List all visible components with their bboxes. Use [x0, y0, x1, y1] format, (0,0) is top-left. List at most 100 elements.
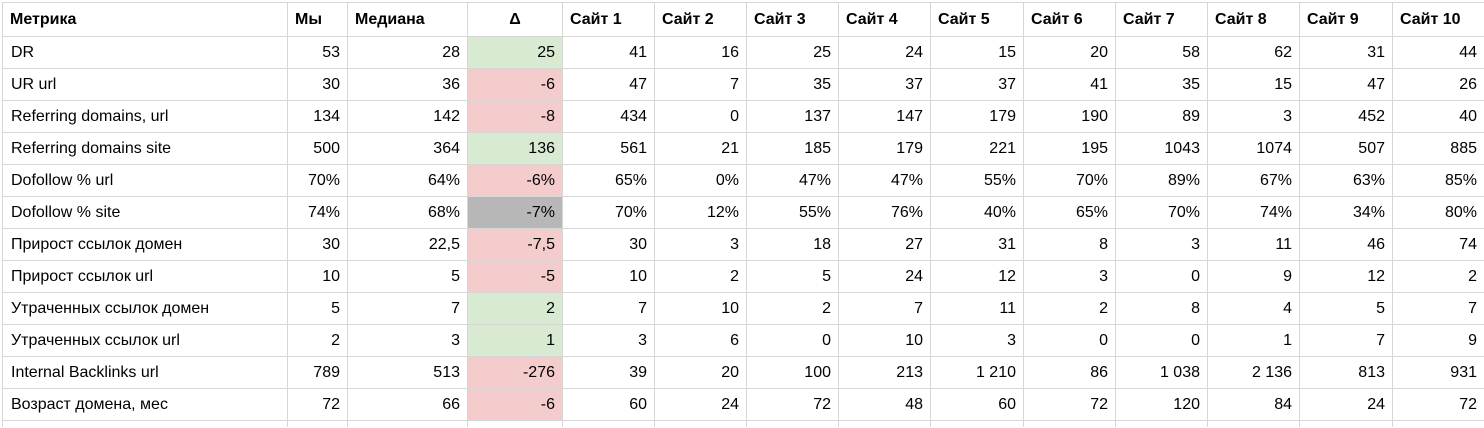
- partial-empty-cell[interactable]: [654, 420, 747, 427]
- we-value-cell[interactable]: 74%: [287, 196, 348, 229]
- site-value-cell[interactable]: 31: [930, 228, 1024, 261]
- column-header-metric[interactable]: Метрика: [2, 2, 288, 37]
- site-value-cell[interactable]: 60: [930, 388, 1024, 421]
- median-value-cell[interactable]: 22,5: [347, 228, 468, 261]
- site-value-cell[interactable]: 70%: [1115, 196, 1208, 229]
- site-value-cell[interactable]: 11: [1207, 228, 1300, 261]
- delta-value-cell[interactable]: -7%: [467, 196, 563, 229]
- site-value-cell[interactable]: 40%: [930, 196, 1024, 229]
- site-value-cell[interactable]: 84: [1207, 388, 1300, 421]
- site-value-cell[interactable]: 47%: [838, 164, 931, 197]
- site-value-cell[interactable]: 20: [1023, 36, 1116, 69]
- site-value-cell[interactable]: 31: [1299, 36, 1393, 69]
- site-value-cell[interactable]: 55%: [930, 164, 1024, 197]
- site-value-cell[interactable]: 7: [654, 68, 747, 101]
- metric-name-cell[interactable]: Referring domains, url: [2, 100, 288, 133]
- site-value-cell[interactable]: 137: [746, 100, 839, 133]
- partial-empty-cell[interactable]: [287, 420, 348, 427]
- site-value-cell[interactable]: 561: [562, 132, 655, 165]
- site-value-cell[interactable]: 885: [1392, 132, 1484, 165]
- site-value-cell[interactable]: 65%: [562, 164, 655, 197]
- column-header-site-2[interactable]: Сайт 2: [654, 2, 747, 37]
- we-value-cell[interactable]: 72: [287, 388, 348, 421]
- site-value-cell[interactable]: 2 136: [1207, 356, 1300, 389]
- site-value-cell[interactable]: 27: [838, 228, 931, 261]
- metric-name-cell[interactable]: Утраченных ссылок домен: [2, 292, 288, 325]
- column-header-site-1[interactable]: Сайт 1: [562, 2, 655, 37]
- site-value-cell[interactable]: 1074: [1207, 132, 1300, 165]
- site-value-cell[interactable]: 67%: [1207, 164, 1300, 197]
- metric-name-cell[interactable]: UR url: [2, 68, 288, 101]
- column-header-site-10[interactable]: Сайт 10: [1392, 2, 1484, 37]
- site-value-cell[interactable]: 0: [1115, 324, 1208, 357]
- partial-empty-cell[interactable]: [746, 420, 839, 427]
- delta-value-cell[interactable]: -6: [467, 68, 563, 101]
- median-value-cell[interactable]: 3: [347, 324, 468, 357]
- column-header-delta[interactable]: Δ: [467, 2, 563, 37]
- median-value-cell[interactable]: 513: [347, 356, 468, 389]
- site-value-cell[interactable]: 63%: [1299, 164, 1393, 197]
- partial-empty-cell[interactable]: [467, 420, 563, 427]
- site-value-cell[interactable]: 7: [562, 292, 655, 325]
- site-value-cell[interactable]: 47%: [746, 164, 839, 197]
- metric-name-cell[interactable]: Возраст домена, мес: [2, 388, 288, 421]
- site-value-cell[interactable]: 452: [1299, 100, 1393, 133]
- delta-value-cell[interactable]: -8: [467, 100, 563, 133]
- median-value-cell[interactable]: 142: [347, 100, 468, 133]
- metric-name-cell[interactable]: Прирост ссылок url: [2, 260, 288, 293]
- site-value-cell[interactable]: 147: [838, 100, 931, 133]
- site-value-cell[interactable]: 74: [1392, 228, 1484, 261]
- site-value-cell[interactable]: 179: [930, 100, 1024, 133]
- metric-name-cell[interactable]: Прирост ссылок домен: [2, 228, 288, 261]
- site-value-cell[interactable]: 0: [1115, 260, 1208, 293]
- site-value-cell[interactable]: 2: [1392, 260, 1484, 293]
- column-header-site-4[interactable]: Сайт 4: [838, 2, 931, 37]
- site-value-cell[interactable]: 9: [1207, 260, 1300, 293]
- site-value-cell[interactable]: 35: [746, 68, 839, 101]
- site-value-cell[interactable]: 76%: [838, 196, 931, 229]
- we-value-cell[interactable]: 70%: [287, 164, 348, 197]
- site-value-cell[interactable]: 0%: [654, 164, 747, 197]
- site-value-cell[interactable]: 221: [930, 132, 1024, 165]
- metric-name-cell[interactable]: DR: [2, 36, 288, 69]
- site-value-cell[interactable]: 195: [1023, 132, 1116, 165]
- site-value-cell[interactable]: 74%: [1207, 196, 1300, 229]
- delta-value-cell[interactable]: -5: [467, 260, 563, 293]
- partial-empty-cell[interactable]: [1115, 420, 1208, 427]
- site-value-cell[interactable]: 8: [1115, 292, 1208, 325]
- site-value-cell[interactable]: 434: [562, 100, 655, 133]
- site-value-cell[interactable]: 1 210: [930, 356, 1024, 389]
- partial-empty-cell[interactable]: [562, 420, 655, 427]
- site-value-cell[interactable]: 12: [1299, 260, 1393, 293]
- site-value-cell[interactable]: 25: [746, 36, 839, 69]
- site-value-cell[interactable]: 2: [654, 260, 747, 293]
- site-value-cell[interactable]: 813: [1299, 356, 1393, 389]
- site-value-cell[interactable]: 179: [838, 132, 931, 165]
- site-value-cell[interactable]: 20: [654, 356, 747, 389]
- site-value-cell[interactable]: 213: [838, 356, 931, 389]
- we-value-cell[interactable]: 53: [287, 36, 348, 69]
- partial-empty-cell[interactable]: [1392, 420, 1484, 427]
- site-value-cell[interactable]: 24: [838, 260, 931, 293]
- site-value-cell[interactable]: 10: [562, 260, 655, 293]
- site-value-cell[interactable]: 100: [746, 356, 839, 389]
- site-value-cell[interactable]: 0: [654, 100, 747, 133]
- partial-empty-cell[interactable]: [1023, 420, 1116, 427]
- site-value-cell[interactable]: 26: [1392, 68, 1484, 101]
- site-value-cell[interactable]: 72: [1392, 388, 1484, 421]
- partial-empty-cell[interactable]: [1207, 420, 1300, 427]
- metric-name-cell[interactable]: Dofollow % site: [2, 196, 288, 229]
- column-header-site-6[interactable]: Сайт 6: [1023, 2, 1116, 37]
- site-value-cell[interactable]: 0: [1023, 324, 1116, 357]
- site-value-cell[interactable]: 10: [838, 324, 931, 357]
- delta-value-cell[interactable]: -7,5: [467, 228, 563, 261]
- site-value-cell[interactable]: 6: [654, 324, 747, 357]
- site-value-cell[interactable]: 1: [1207, 324, 1300, 357]
- we-value-cell[interactable]: 10: [287, 260, 348, 293]
- site-value-cell[interactable]: 46: [1299, 228, 1393, 261]
- site-value-cell[interactable]: 35: [1115, 68, 1208, 101]
- site-value-cell[interactable]: 190: [1023, 100, 1116, 133]
- we-value-cell[interactable]: 134: [287, 100, 348, 133]
- we-value-cell[interactable]: 2: [287, 324, 348, 357]
- site-value-cell[interactable]: 37: [838, 68, 931, 101]
